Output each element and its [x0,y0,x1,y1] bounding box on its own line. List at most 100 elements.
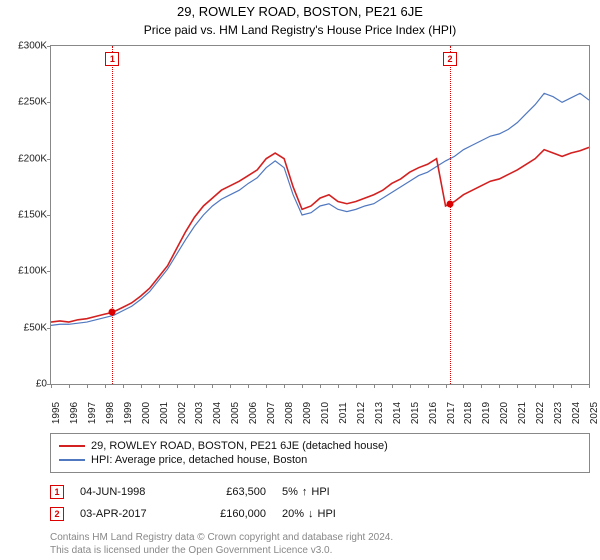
x-axis-tick [123,384,124,388]
y-axis-tick [47,271,51,272]
y-axis-tick [47,159,51,160]
x-axis-tick [212,384,213,388]
marker-dot-1 [109,309,116,316]
marker-box-1: 1 [105,52,119,66]
x-axis-tick-label: 2010 [320,402,331,424]
y-axis-tick [47,102,51,103]
transaction-marker: 2 [50,507,64,521]
footer-line-2: This data is licensed under the Open Gov… [50,544,590,557]
x-axis-tick-label: 2020 [499,402,510,424]
y-axis-tick [47,46,51,47]
transaction-price: £160,000 [191,508,266,520]
arrow-up-icon: ↑ [302,486,308,498]
transaction-table: 104-JUN-1998£63,5005%↑HPI203-APR-2017£16… [50,481,590,525]
y-axis-tick [47,215,51,216]
x-axis-tick-label: 2016 [428,402,439,424]
x-axis-tick [177,384,178,388]
x-axis-tick [463,384,464,388]
x-axis-tick [320,384,321,388]
x-axis-tick-label: 2025 [589,402,600,424]
transaction-pct: 20% [282,508,304,520]
x-axis-tick [446,384,447,388]
x-axis-tick [51,384,52,388]
x-axis-tick-label: 2012 [356,402,367,424]
arrow-down-icon: ↓ [308,508,314,520]
x-axis-tick-label: 2014 [392,402,403,424]
x-axis-tick [248,384,249,388]
x-axis-tick-label: 2022 [535,402,546,424]
y-axis-tick [47,328,51,329]
transaction-delta: 20% ↓ HPI [282,508,336,520]
x-axis-tick [553,384,554,388]
x-axis-tick-label: 2007 [266,402,277,424]
x-axis-tick-label: 2009 [302,402,313,424]
x-axis-tick [338,384,339,388]
x-axis-tick-label: 2011 [338,402,349,424]
x-axis-tick [87,384,88,388]
marker-dot-2 [447,200,454,207]
x-axis-tick [302,384,303,388]
chart-lines [51,46,589,384]
transaction-row: 2 03-APR-2017 £160,000 20% ↓ HPI [50,503,590,525]
y-axis-tick-label: £300K [3,41,47,52]
transaction-pct: 5% [282,486,298,498]
transaction-price: £63,500 [191,486,266,498]
x-axis-tick [392,384,393,388]
y-axis-tick-label: £50K [3,322,47,333]
x-axis-tick-label: 2021 [517,402,528,424]
legend-swatch [59,445,85,447]
x-axis-tick [266,384,267,388]
legend-item: HPI: Average price, detached house, Bost… [59,453,581,467]
x-axis-tick-label: 2001 [159,402,170,424]
x-axis-tick [535,384,536,388]
y-axis-tick-label: £100K [3,266,47,277]
legend-label: 29, ROWLEY ROAD, BOSTON, PE21 6JE (detac… [91,440,388,452]
price-chart: £0£50K£100K£150K£200K£250K£300K199519961… [50,45,590,385]
x-axis-tick [589,384,590,388]
x-axis-tick [159,384,160,388]
footer-line-1: Contains HM Land Registry data © Crown c… [50,531,590,544]
x-axis-tick-label: 2015 [410,402,421,424]
x-axis-tick-label: 1995 [51,402,62,424]
x-axis-tick [428,384,429,388]
x-axis-tick [105,384,106,388]
transaction-suffix: HPI [311,486,329,498]
x-axis-tick [194,384,195,388]
x-axis-tick-label: 2004 [212,402,223,424]
transaction-delta: 5% ↑HPI [282,486,330,498]
x-axis-tick [69,384,70,388]
x-axis-tick-label: 1997 [87,402,98,424]
x-axis-tick-label: 1996 [69,402,80,424]
x-axis-tick-label: 2005 [230,402,241,424]
x-axis-tick-label: 2019 [481,402,492,424]
transaction-row: 104-JUN-1998£63,5005%↑HPI [50,481,590,503]
y-axis-tick-label: £250K [3,97,47,108]
legend-swatch [59,459,85,461]
y-axis-tick-label: £200K [3,153,47,164]
legend-label: HPI: Average price, detached house, Bost… [91,454,307,466]
x-axis-tick-label: 2003 [194,402,205,424]
x-axis-tick-label: 2002 [177,402,188,424]
title-block: 29, ROWLEY ROAD, BOSTON, PE21 6JE Price … [0,0,600,39]
x-axis-tick [141,384,142,388]
y-axis-tick-label: £150K [3,210,47,221]
legend: 29, ROWLEY ROAD, BOSTON, PE21 6JE (detac… [50,433,590,473]
license-footer: Contains HM Land Registry data © Crown c… [50,531,590,557]
x-axis-tick-label: 2018 [463,402,474,424]
marker-vline-2 [450,46,451,384]
page-title: 29, ROWLEY ROAD, BOSTON, PE21 6JE [10,4,590,19]
x-axis-tick-label: 2017 [446,402,457,424]
marker-box-2: 2 [443,52,457,66]
x-axis-tick-label: 2013 [374,402,385,424]
transaction-marker: 1 [50,485,64,499]
legend-item: 29, ROWLEY ROAD, BOSTON, PE21 6JE (detac… [59,439,581,453]
transaction-date: 03-APR-2017 [80,508,175,520]
series-blue [51,93,589,325]
x-axis-tick-label: 2008 [284,402,295,424]
x-axis-tick [499,384,500,388]
transaction-suffix: HPI [318,508,336,520]
x-axis-tick-label: 2006 [248,402,259,424]
x-axis-tick [410,384,411,388]
marker-vline-1 [112,46,113,384]
x-axis-tick [284,384,285,388]
